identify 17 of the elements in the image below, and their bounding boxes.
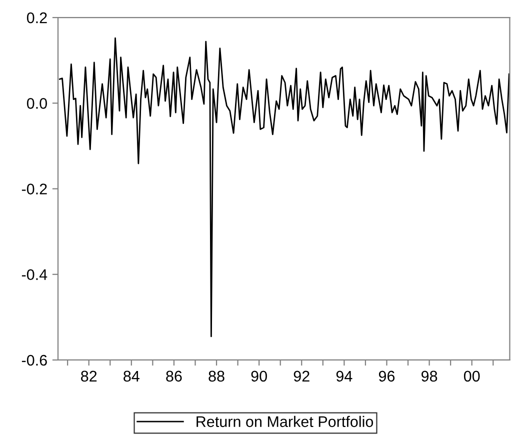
x-tick-label: 94 bbox=[336, 370, 352, 382]
y-tick-label: 0.2 bbox=[26, 12, 47, 24]
line-series bbox=[59, 37, 510, 338]
y-tick-label: -0.6 bbox=[22, 354, 47, 366]
x-tick-label: 96 bbox=[378, 370, 395, 382]
x-tick-label: 86 bbox=[166, 370, 182, 382]
x-tick-label: 90 bbox=[251, 370, 267, 382]
x-tick-label: 98 bbox=[422, 370, 438, 382]
y-tick-label: 0.0 bbox=[26, 98, 47, 109]
x-tick-label: 00 bbox=[464, 370, 480, 382]
x-tick-label: 82 bbox=[81, 370, 97, 382]
y-tick-label: -0.2 bbox=[22, 184, 47, 194]
x-tick-label: 92 bbox=[294, 370, 310, 382]
y-tick-label: -0.4 bbox=[22, 269, 48, 280]
x-tick-label: 88 bbox=[208, 370, 224, 382]
legend-label: Return on Market Portfolio bbox=[196, 416, 374, 428]
x-tick-label: 84 bbox=[124, 370, 140, 382]
